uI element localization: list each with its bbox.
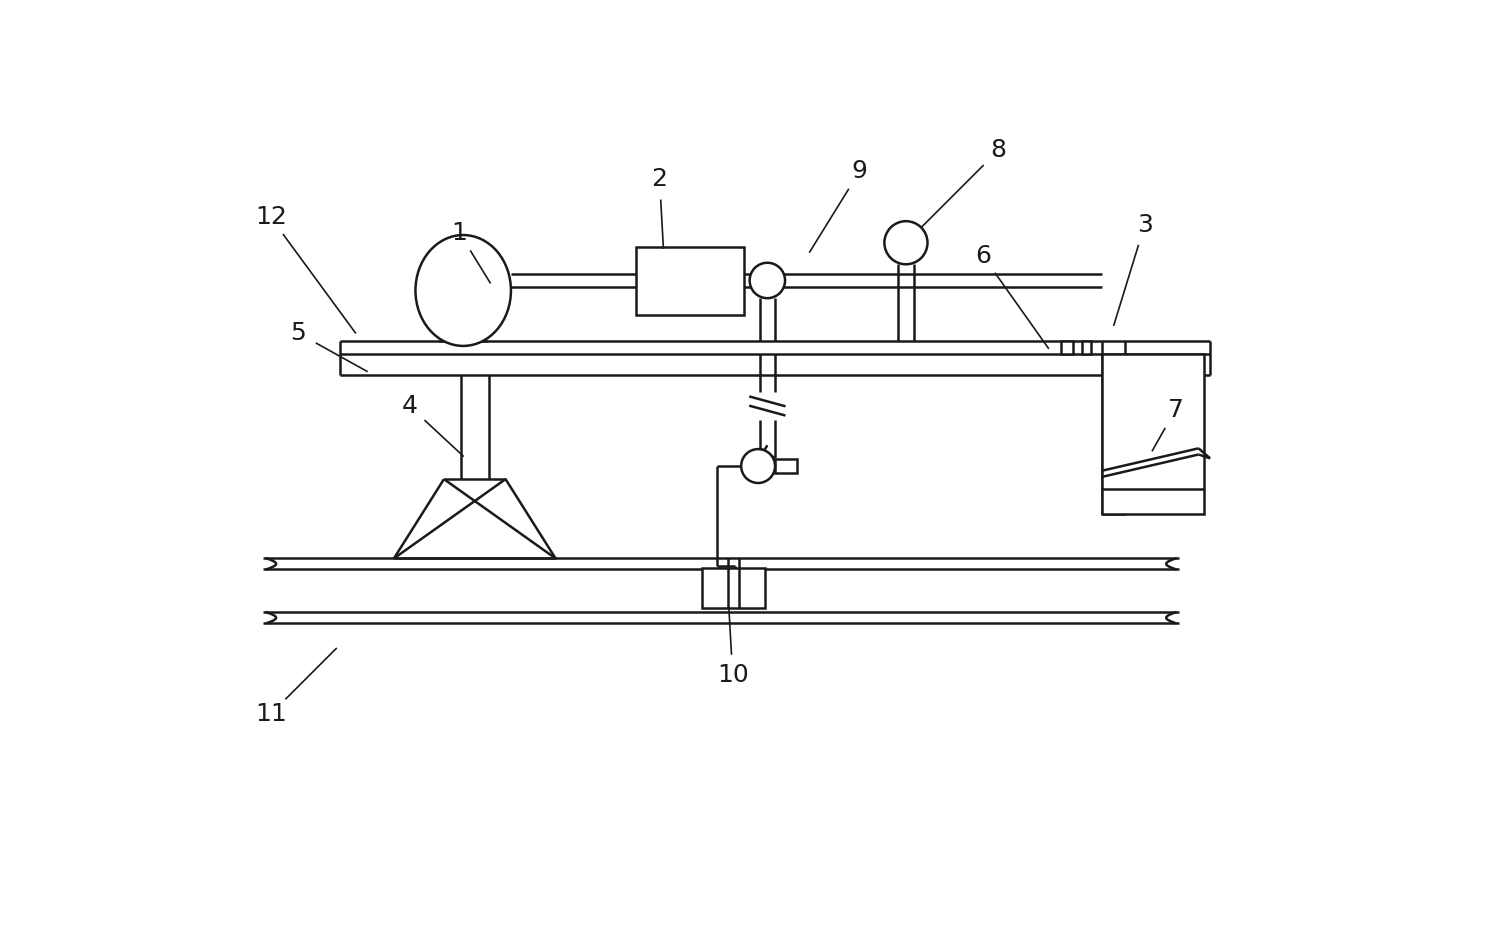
Text: 1: 1 (451, 221, 468, 245)
Bar (636, 247, 744, 315)
Bar (1081, 340, 1091, 353)
Text: 11: 11 (255, 702, 286, 726)
Circle shape (884, 221, 928, 265)
Circle shape (742, 449, 776, 483)
Bar (1062, 340, 1074, 353)
Bar (701, 568, 765, 608)
Ellipse shape (415, 235, 511, 346)
Text: 6: 6 (975, 244, 992, 267)
Circle shape (749, 263, 785, 298)
Bar (1102, 353, 1205, 514)
Text: 10: 10 (716, 664, 749, 688)
Text: 2: 2 (652, 167, 667, 191)
Text: 4: 4 (402, 394, 417, 418)
Text: 12: 12 (255, 205, 287, 229)
Text: 9: 9 (852, 159, 868, 183)
Bar (776, 459, 797, 473)
Text: 7: 7 (1167, 398, 1184, 422)
Text: 3: 3 (1136, 213, 1152, 237)
Text: 5: 5 (290, 321, 305, 345)
Text: 8: 8 (990, 138, 1007, 162)
